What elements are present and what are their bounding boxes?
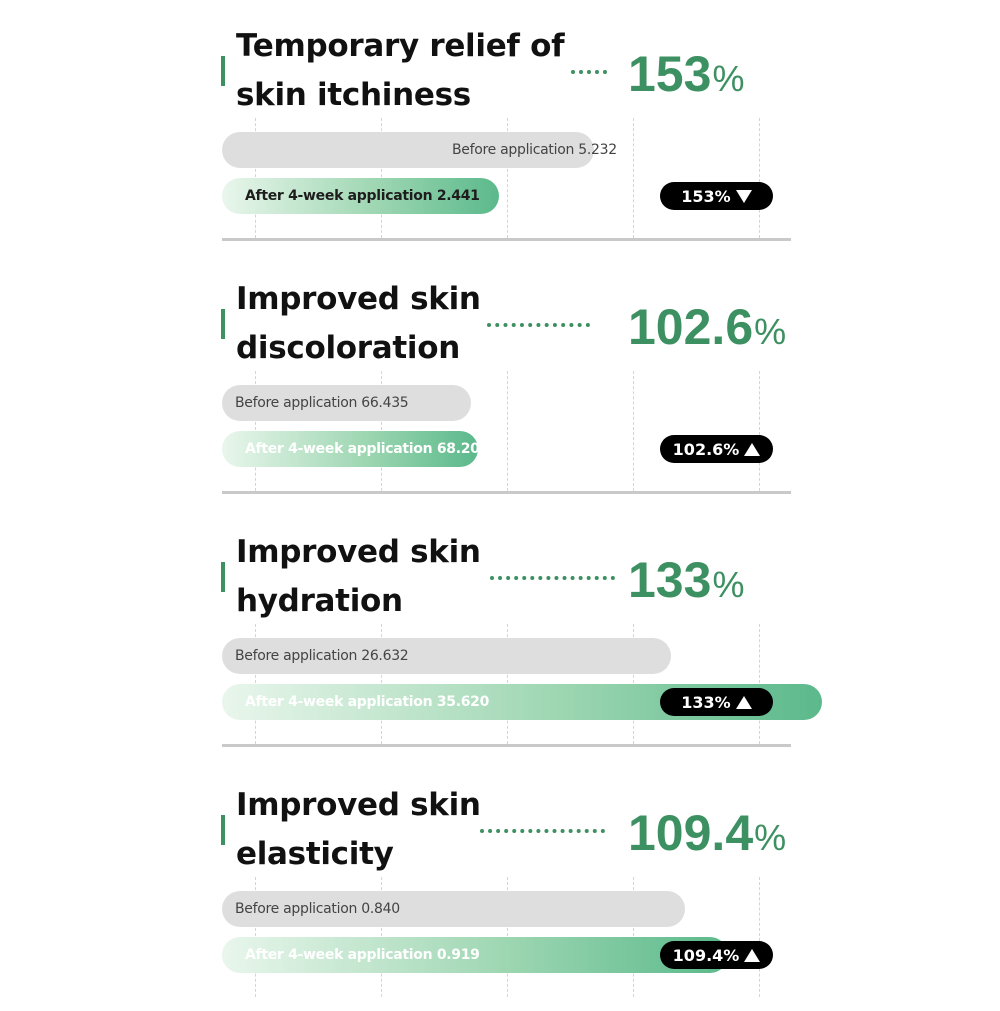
dotted-leader — [490, 576, 615, 580]
bar-label-name: After 4-week application — [245, 188, 433, 204]
section-divider — [222, 744, 791, 747]
metric-title: Improved skin discoloration — [236, 275, 566, 373]
title-accent — [221, 815, 225, 845]
change-badge: 153% — [660, 182, 773, 210]
bar-label-value: 0.919 — [436, 947, 480, 963]
dotted-leader — [571, 70, 607, 74]
triangle-up-icon — [735, 695, 752, 709]
bar-after-application — [222, 937, 728, 973]
bar-label-value: 2.441 — [436, 188, 480, 204]
grid-line — [759, 371, 760, 491]
metric-title-line: Improved skin — [236, 787, 481, 823]
bar-label-name: Before application — [452, 142, 575, 158]
title-accent — [221, 309, 225, 339]
bar-label-value: 5.232 — [578, 142, 617, 158]
bar-label-after: After 4-week application 0.919 — [245, 937, 480, 973]
change-badge: 102.6% — [660, 435, 773, 463]
bar-label-value: 66.435 — [361, 395, 409, 411]
change-badge-text: 153% — [681, 186, 731, 206]
bar-label-name: After 4-week application — [245, 441, 433, 457]
metric-title: Improved skin hydration — [236, 528, 566, 626]
headline-percent: 102.6% — [628, 299, 786, 360]
change-badge: 133% — [660, 688, 773, 716]
bar-label-name: Before application — [235, 395, 358, 411]
metric-section: Improved skin hydration 133% Before applica… — [0, 506, 1000, 758]
dotted-leader — [487, 323, 590, 327]
metric-title: Temporary relief of skin itchiness — [236, 22, 566, 120]
grid-line — [633, 118, 634, 238]
triangle-up-icon — [744, 948, 761, 962]
bar-label-value: 0.840 — [361, 901, 400, 917]
headline-percent-unit: % — [712, 58, 745, 99]
bar-label-value: 35.620 — [436, 694, 490, 710]
change-badge-text: 133% — [681, 692, 731, 712]
bar-label-before: Before application 66.435 — [235, 385, 409, 421]
bar-label-name: Before application — [235, 901, 358, 917]
grid-line — [759, 118, 760, 238]
metric-title: Improved skin elasticity — [236, 781, 566, 879]
title-accent — [221, 56, 225, 86]
headline-percent-unit: % — [712, 564, 745, 605]
headline-percent-value: 133 — [628, 552, 712, 608]
metric-section: Temporary relief of skin itchiness 153% Bef… — [0, 0, 1000, 252]
metric-section: Improved skin discoloration 102.6% Before a… — [0, 253, 1000, 505]
headline-percent: 153% — [628, 46, 744, 107]
headline-percent-unit: % — [754, 311, 787, 352]
section-divider — [222, 491, 791, 494]
dotted-leader — [480, 829, 605, 833]
metric-section: Improved skin elasticity 109.4% Before appl… — [0, 759, 1000, 1011]
headline-percent: 133% — [628, 552, 744, 613]
section-divider — [222, 238, 791, 241]
bar-label-name: After 4-week application — [245, 947, 433, 963]
bar-label-before: Before application 5.232 — [452, 132, 617, 168]
metric-title-line: hydration — [236, 583, 403, 619]
bar-before-application — [222, 385, 471, 421]
bar-after-application — [222, 178, 499, 214]
bar-before-application — [222, 891, 685, 927]
metric-title-line: skin itchiness — [236, 77, 471, 113]
change-badge-text: 102.6% — [672, 439, 740, 459]
grid-line — [633, 371, 634, 491]
metric-title-line: Temporary relief of — [236, 28, 565, 64]
title-accent — [221, 562, 225, 592]
change-badge: 109.4% — [660, 941, 773, 969]
headline-percent-value: 153 — [628, 46, 712, 102]
bar-label-after: After 4-week application 2.441 — [245, 178, 480, 214]
bar-before-application — [222, 132, 594, 168]
triangle-up-icon — [744, 442, 761, 456]
headline-percent-value: 109.4 — [628, 805, 754, 861]
headline-percent-unit: % — [754, 817, 787, 858]
headline-percent-value: 102.6 — [628, 299, 754, 355]
bar-label-before: Before application 26.632 — [235, 638, 409, 674]
metric-title-line: discoloration — [236, 330, 460, 366]
metric-title-line: Improved skin — [236, 534, 481, 570]
metric-title-line: Improved skin — [236, 281, 481, 317]
triangle-down-icon — [735, 189, 752, 203]
bar-label-value: 26.632 — [361, 648, 409, 664]
bar-after-application — [222, 431, 478, 467]
metric-title-line: elasticity — [236, 836, 394, 872]
bar-label-after: After 4-week application 35.620 — [245, 684, 489, 720]
bar-label-name: Before application — [235, 648, 358, 664]
bar-label-before: Before application 0.840 — [235, 891, 400, 927]
grid-line — [759, 877, 760, 997]
bar-label-after: After 4-week application 68.207 — [245, 431, 489, 467]
grid-line — [507, 118, 508, 238]
bar-label-value: 68.207 — [436, 441, 490, 457]
headline-percent: 109.4% — [628, 805, 786, 866]
change-badge-text: 109.4% — [672, 945, 740, 965]
grid-line — [507, 371, 508, 491]
bar-label-name: After 4-week application — [245, 694, 433, 710]
bar-before-application — [222, 638, 671, 674]
